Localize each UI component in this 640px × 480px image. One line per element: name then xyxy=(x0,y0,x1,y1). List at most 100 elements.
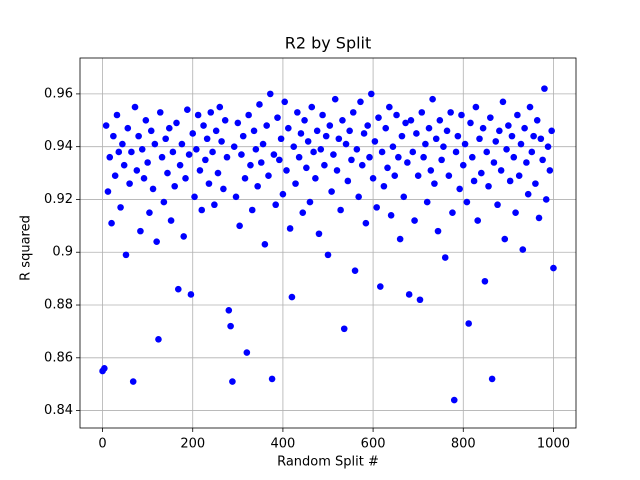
point xyxy=(108,219,115,227)
point xyxy=(409,148,417,156)
point xyxy=(337,206,344,214)
x-tick-label: 400 xyxy=(270,437,295,452)
point xyxy=(324,251,332,259)
point xyxy=(524,190,532,198)
point xyxy=(180,233,188,240)
point xyxy=(425,124,433,132)
y-tick-label: 0.9 xyxy=(52,245,73,260)
point xyxy=(236,222,243,230)
point xyxy=(402,119,409,127)
point xyxy=(387,211,395,219)
point xyxy=(126,180,133,187)
point xyxy=(472,103,480,111)
point xyxy=(200,122,207,129)
point xyxy=(331,95,339,103)
point xyxy=(128,148,135,156)
point xyxy=(342,140,350,148)
point xyxy=(211,201,218,209)
point xyxy=(423,198,431,206)
point xyxy=(506,177,514,185)
point xyxy=(160,198,168,206)
point xyxy=(155,336,162,343)
point xyxy=(131,103,139,111)
point xyxy=(261,241,269,248)
point xyxy=(404,159,411,166)
point xyxy=(398,132,406,140)
point xyxy=(416,296,424,304)
point xyxy=(532,180,539,187)
point xyxy=(456,185,463,193)
point xyxy=(322,132,330,140)
point xyxy=(202,156,209,164)
point xyxy=(521,124,528,132)
point xyxy=(144,159,151,166)
point xyxy=(542,196,550,203)
point xyxy=(187,291,195,298)
point xyxy=(167,217,175,224)
x-tick-label: 1000 xyxy=(537,437,570,452)
point xyxy=(142,116,150,124)
y-tick-label: 0.94 xyxy=(44,139,73,154)
point xyxy=(221,116,229,124)
point xyxy=(490,159,498,166)
point xyxy=(449,209,456,216)
axes-frame xyxy=(79,57,577,429)
point xyxy=(420,153,427,161)
point xyxy=(530,132,537,140)
x-tick-label: 600 xyxy=(361,437,386,452)
point xyxy=(344,177,352,185)
point xyxy=(357,98,364,106)
point xyxy=(153,238,160,245)
point xyxy=(454,132,462,140)
point xyxy=(313,127,321,135)
point xyxy=(292,180,299,187)
point xyxy=(533,116,541,124)
y-axis-label: R squared xyxy=(19,215,34,281)
point xyxy=(297,130,305,137)
point xyxy=(225,306,233,314)
point xyxy=(207,109,215,116)
point xyxy=(319,111,326,119)
marks xyxy=(99,85,557,404)
point xyxy=(414,172,422,180)
point xyxy=(427,167,435,174)
point xyxy=(283,167,290,174)
point xyxy=(241,175,249,182)
point xyxy=(499,98,507,106)
point xyxy=(191,193,198,201)
point xyxy=(465,320,472,327)
point xyxy=(129,378,137,385)
point xyxy=(335,135,343,143)
point xyxy=(429,95,436,103)
x-tick-label: 0 xyxy=(98,437,106,452)
point xyxy=(277,135,285,143)
point xyxy=(117,204,124,211)
point xyxy=(230,143,238,150)
y-tick-label: 0.88 xyxy=(44,298,73,313)
point xyxy=(389,143,397,150)
point xyxy=(301,116,308,124)
point xyxy=(377,283,384,290)
point xyxy=(528,148,536,156)
point xyxy=(395,153,402,161)
point xyxy=(422,140,429,148)
point xyxy=(212,127,220,135)
point xyxy=(434,227,442,235)
point xyxy=(452,148,460,156)
point xyxy=(310,148,317,156)
point xyxy=(339,116,346,124)
point xyxy=(286,225,294,232)
point xyxy=(485,182,492,190)
point xyxy=(294,109,301,116)
chart-title: R2 by Split xyxy=(285,34,372,53)
point xyxy=(110,132,117,140)
point xyxy=(503,146,510,153)
point xyxy=(119,140,126,148)
point xyxy=(243,349,251,356)
point xyxy=(487,114,494,121)
point xyxy=(468,153,476,161)
point xyxy=(481,277,489,285)
point xyxy=(290,143,298,150)
point xyxy=(393,111,400,119)
